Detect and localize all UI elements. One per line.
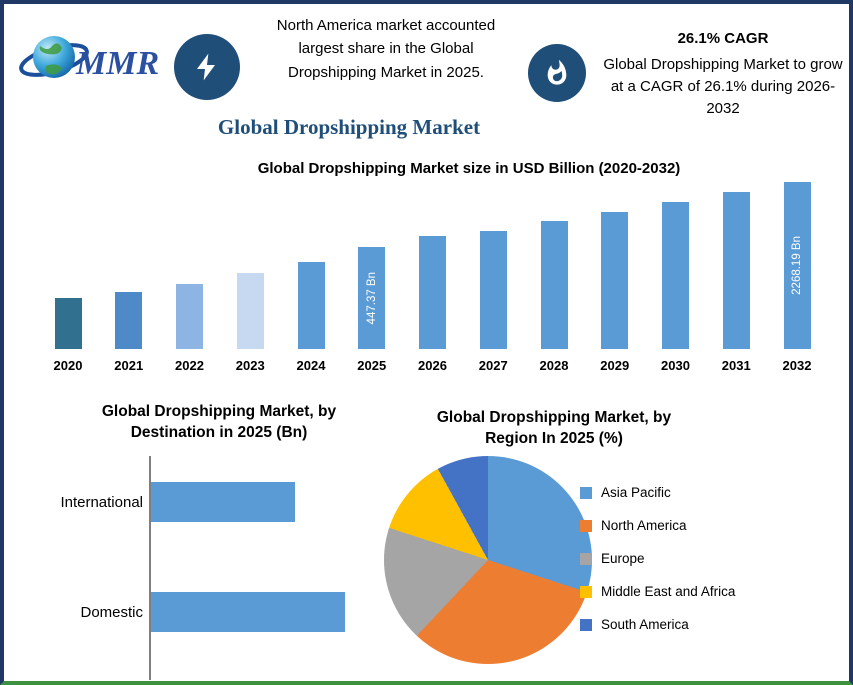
legend-swatch xyxy=(580,585,592,598)
hbar-domestic xyxy=(151,592,345,632)
x-axis-label-2030: 2030 xyxy=(661,358,690,373)
bar-chart: 2020 2021 2022 2023 2024 447.37 Bn 2025 2026 202… xyxy=(38,181,827,373)
bar-2026 xyxy=(419,236,446,349)
x-axis-label-2029: 2029 xyxy=(600,358,630,373)
legend-item-north-america: North America xyxy=(580,515,735,536)
flame-badge xyxy=(528,44,586,102)
legend-item-middle-east-and-africa: Middle East and Africa xyxy=(580,581,735,602)
x-axis-label-2026: 2026 xyxy=(418,358,447,373)
legend-label: North America xyxy=(601,518,687,533)
bar-2023 xyxy=(236,273,264,349)
bar-2028 xyxy=(540,221,568,349)
bar-2025: 447.37 Bn xyxy=(358,247,386,349)
bar-2024 xyxy=(297,262,325,349)
legend-label: Asia Pacific xyxy=(601,485,671,500)
bar-column-2026: 2026 xyxy=(403,181,463,373)
bar-column-2027: 2027 xyxy=(463,181,523,373)
x-axis-label-2024: 2024 xyxy=(296,358,326,373)
legend-swatch xyxy=(580,519,592,532)
legend-label: Europe xyxy=(601,551,645,566)
region-pie-chart xyxy=(384,456,592,664)
globe-continent xyxy=(45,64,62,75)
bar-value-label-2025: 447.37 Bn xyxy=(365,271,378,325)
x-axis-label-2021: 2021 xyxy=(114,358,144,373)
flame-icon xyxy=(547,59,567,85)
x-axis-label-2031: 2031 xyxy=(721,358,751,373)
destination-chart: International Domestic xyxy=(18,456,388,632)
lightning-icon xyxy=(197,53,215,81)
x-axis-label-2032: 2032 xyxy=(782,358,812,373)
bar-column-2025: 447.37 Bn 2025 xyxy=(342,181,402,373)
lightning-badge xyxy=(174,34,240,100)
mmr-logo: MMR xyxy=(18,26,168,93)
destination-row-domestic: Domestic xyxy=(18,592,388,632)
cagr-value: 26.1% CAGR xyxy=(677,30,769,47)
globe-icon xyxy=(33,36,75,78)
bar-column-2030: 2030 xyxy=(646,181,706,373)
bar-column-2029: 2029 xyxy=(585,181,645,373)
category-label-international: International xyxy=(60,493,143,511)
legend-label: Middle East and Africa xyxy=(601,584,736,599)
legend-item-south-america: South America xyxy=(580,614,735,635)
bar-column-2022: 2022 xyxy=(160,181,220,373)
bar-2020 xyxy=(54,298,82,349)
bar-column-2031: 2031 xyxy=(706,181,766,373)
legend-swatch xyxy=(580,618,592,631)
y-axis-line xyxy=(149,456,151,680)
x-axis-label-2022: 2022 xyxy=(175,358,204,373)
legend-item-asia-pacific: Asia Pacific xyxy=(580,482,735,503)
x-axis-label-2027: 2027 xyxy=(478,358,508,373)
category-label-domestic: Domestic xyxy=(80,603,143,621)
bar-value-label-2032: 2268.19 Bn xyxy=(791,236,803,295)
legend-label: South America xyxy=(601,617,689,632)
cagr-block: 26.1% CAGR Global Dropshipping Market to… xyxy=(596,30,849,119)
bar-2029 xyxy=(601,212,629,349)
bar-column-2023: 2023 xyxy=(220,181,280,373)
bar-chart-title: Global Dropshipping Market size in USD B… xyxy=(257,160,681,177)
hbar-international xyxy=(151,482,295,522)
region-chart-title: Global Dropshipping Market, by Region In… xyxy=(436,409,672,447)
bar-column-2020: 2020 xyxy=(38,181,98,373)
legend-swatch xyxy=(580,486,592,499)
bar-2027 xyxy=(479,231,507,349)
logo-text: MMR xyxy=(75,45,159,82)
x-axis-label-2028: 2028 xyxy=(539,358,569,373)
bar-2021 xyxy=(115,292,143,349)
bar-2031 xyxy=(722,192,750,349)
bar-2030 xyxy=(662,202,689,349)
destination-row-international: International xyxy=(18,482,388,522)
globe-continent xyxy=(39,43,62,55)
x-axis-label-2020: 2020 xyxy=(53,358,83,373)
x-axis-label-2023: 2023 xyxy=(235,358,265,373)
bar-2032: 2268.19 Bn xyxy=(783,182,811,349)
legend-swatch xyxy=(580,552,592,565)
legend-item-europe: Europe xyxy=(580,548,735,569)
bar-column-2032: 2268.19 Bn 2032 xyxy=(767,181,827,373)
cagr-text: Global Dropshipping Market to grow at a … xyxy=(603,56,843,117)
bar-column-2028: 2028 xyxy=(524,181,584,373)
bar-column-2021: 2021 xyxy=(99,181,159,373)
header-note: North America market accounted largest s… xyxy=(276,17,496,81)
x-axis-label-2025: 2025 xyxy=(357,358,387,373)
page-title: Global Dropshipping Market xyxy=(217,115,481,139)
pie-legend: Asia Pacific North America Europe Middle Ea… xyxy=(580,482,735,647)
bar-column-2024: 2024 xyxy=(281,181,341,373)
destination-chart-title: Global Dropshipping Market, by Destinati… xyxy=(101,403,337,441)
bar-2022 xyxy=(176,284,203,349)
